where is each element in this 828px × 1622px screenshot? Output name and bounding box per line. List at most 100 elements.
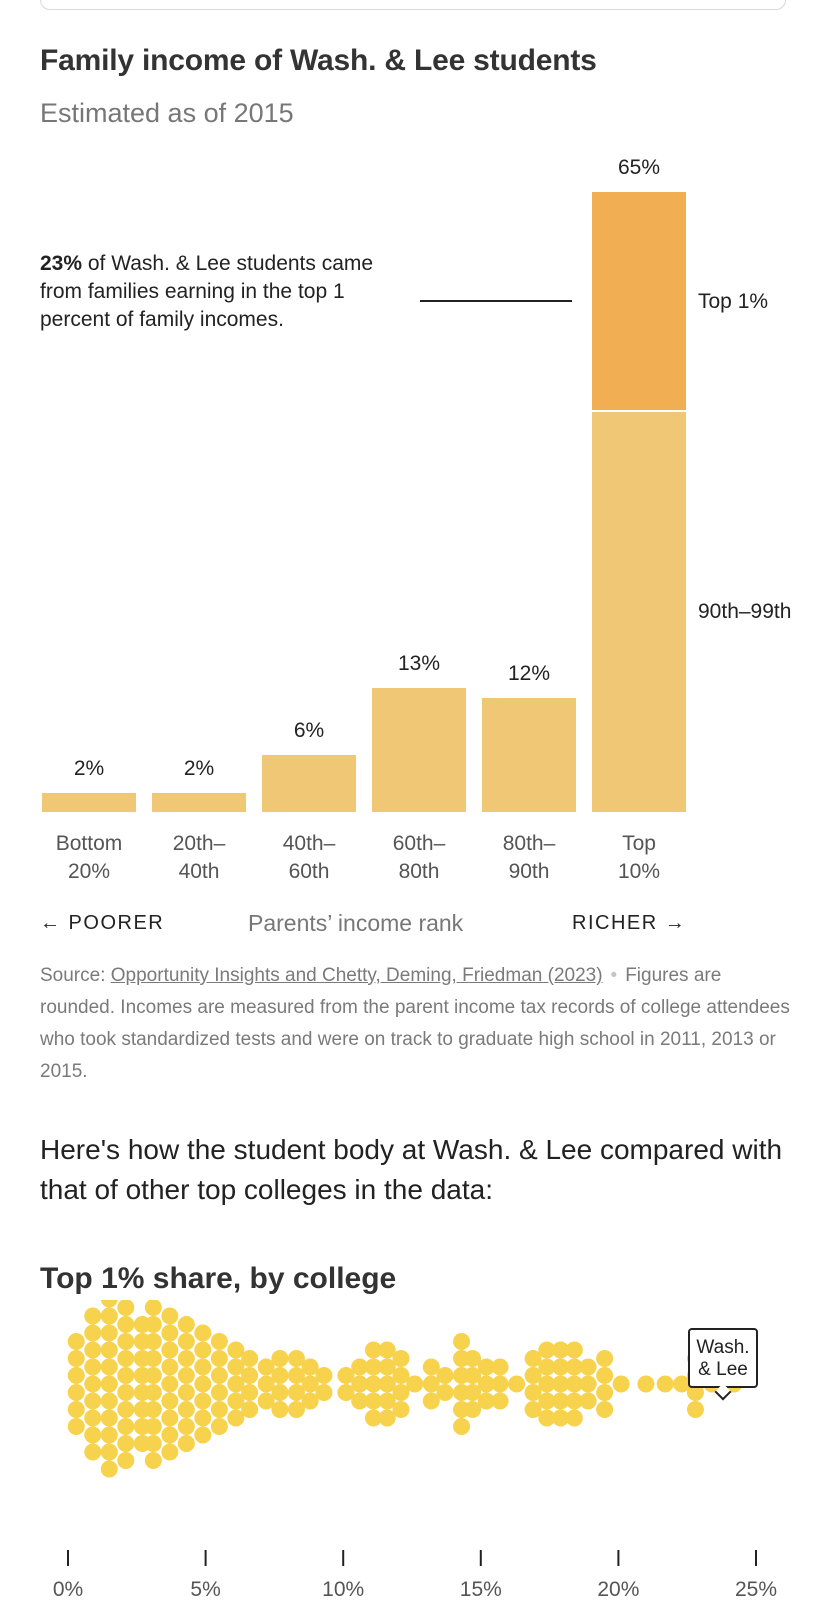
college-dot[interactable] [552,1341,570,1359]
college-dot[interactable] [351,1358,369,1376]
college-dot[interactable] [194,1324,212,1342]
college-dot[interactable] [565,1409,583,1427]
college-dot[interactable] [364,1358,382,1376]
college-dot[interactable] [100,1460,118,1478]
college-dot[interactable] [194,1341,212,1359]
college-dot[interactable] [579,1358,597,1376]
college-dot[interactable] [84,1358,102,1376]
college-dot[interactable] [538,1409,556,1427]
college-dot[interactable] [210,1350,228,1367]
college-dot[interactable] [364,1409,382,1427]
college-dot[interactable] [161,1358,179,1376]
college-dot[interactable] [144,1300,162,1316]
college-dot[interactable] [271,1350,289,1367]
college-dot[interactable] [524,1384,542,1401]
college-dot[interactable] [161,1409,179,1427]
college-dot[interactable] [406,1375,424,1393]
college-dot[interactable] [422,1358,440,1376]
college-dot[interactable] [194,1409,212,1427]
college-dot[interactable] [84,1324,102,1342]
college-dot[interactable] [194,1375,212,1393]
college-dot[interactable] [392,1384,410,1401]
college-dot[interactable] [144,1452,162,1469]
college-dot[interactable] [565,1358,583,1376]
college-dot[interactable] [161,1375,179,1393]
college-dot[interactable] [241,1367,259,1384]
college-dot[interactable] [477,1375,495,1393]
college-dot[interactable] [210,1333,228,1350]
college-dot[interactable] [453,1418,471,1435]
college-dot[interactable] [538,1375,556,1393]
college-dot[interactable] [477,1392,495,1410]
college-dot[interactable] [100,1324,118,1342]
college-dot[interactable] [161,1307,179,1325]
college-dot[interactable] [351,1375,369,1393]
college-dot[interactable] [84,1392,102,1410]
college-dot[interactable] [271,1367,289,1384]
college-dot[interactable] [552,1358,570,1376]
college-dot[interactable] [301,1375,319,1393]
college-dot[interactable] [227,1341,245,1359]
college-dot[interactable] [552,1392,570,1410]
college-dot[interactable] [67,1350,85,1367]
college-dot[interactable] [378,1341,396,1359]
college-dot[interactable] [257,1358,275,1376]
college-dot[interactable] [257,1392,275,1410]
college-dot[interactable] [364,1392,382,1410]
college-dot[interactable] [177,1316,195,1333]
college-dot[interactable] [194,1426,212,1444]
college-dot[interactable] [144,1435,162,1452]
college-dot[interactable] [538,1392,556,1410]
college-dot[interactable] [227,1358,245,1376]
college-dot[interactable] [100,1392,118,1410]
college-dot[interactable] [422,1375,440,1393]
college-dot[interactable] [686,1401,704,1418]
college-dot[interactable] [84,1341,102,1359]
college-dot[interactable] [351,1392,369,1410]
college-dot[interactable] [177,1418,195,1435]
college-dot[interactable] [565,1375,583,1393]
college-dot[interactable] [464,1367,482,1384]
college-dot[interactable] [241,1401,259,1418]
college-dot[interactable] [686,1384,704,1401]
college-dot[interactable] [552,1375,570,1393]
college-dot[interactable] [100,1375,118,1393]
college-dot[interactable] [464,1384,482,1401]
college-dot[interactable] [565,1392,583,1410]
college-dot[interactable] [612,1375,630,1393]
college-dot[interactable] [117,1384,135,1401]
college-dot[interactable] [67,1418,85,1435]
college-dot[interactable] [287,1367,305,1384]
college-dot[interactable] [378,1375,396,1393]
college-dot[interactable] [315,1384,333,1401]
college-dot[interactable] [552,1409,570,1427]
college-dot[interactable] [337,1367,355,1384]
college-dot[interactable] [144,1333,162,1350]
college-dot[interactable] [84,1307,102,1325]
college-dot[interactable] [596,1384,614,1401]
college-dot[interactable] [579,1392,597,1410]
college-dot[interactable] [656,1375,674,1393]
college-dot[interactable] [508,1375,526,1393]
college-dot[interactable] [392,1401,410,1418]
college-dot[interactable] [227,1375,245,1393]
college-dot[interactable] [177,1367,195,1384]
college-dot[interactable] [144,1384,162,1401]
college-dot[interactable] [227,1392,245,1410]
college-dot[interactable] [84,1375,102,1393]
college-dot[interactable] [67,1333,85,1350]
college-dot[interactable] [538,1341,556,1359]
college-dot[interactable] [453,1333,471,1350]
college-dot[interactable] [422,1392,440,1410]
college-dot[interactable] [364,1375,382,1393]
college-dot[interactable] [596,1350,614,1367]
college-dot[interactable] [538,1358,556,1376]
college-dot[interactable] [161,1392,179,1410]
college-dot[interactable] [301,1358,319,1376]
college-dot[interactable] [673,1375,691,1393]
college-dot[interactable] [194,1358,212,1376]
college-dot[interactable] [100,1341,118,1359]
college-dot[interactable] [565,1341,583,1359]
college-dot[interactable] [210,1401,228,1418]
college-dot[interactable] [100,1300,118,1308]
